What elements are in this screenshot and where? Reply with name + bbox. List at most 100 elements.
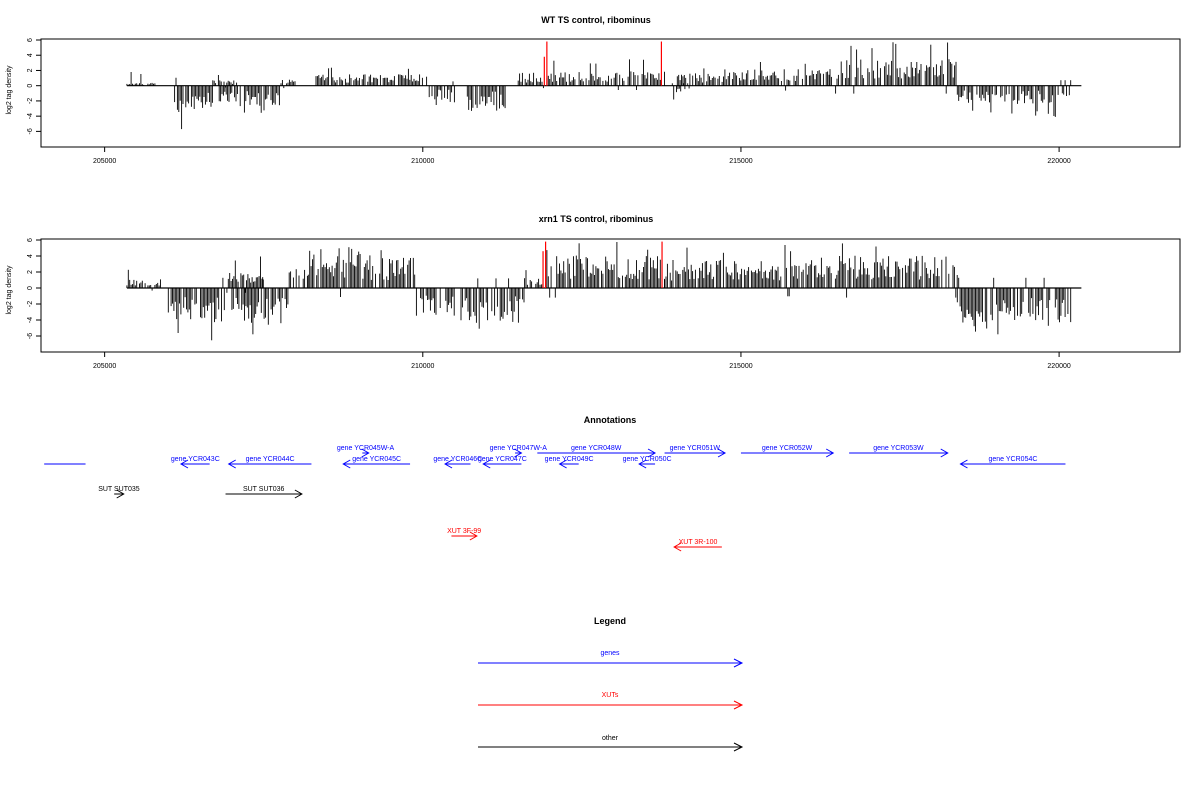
annotation-arrowhead — [294, 489, 303, 499]
xrn1-track-bars — [126, 241, 1082, 341]
xrn1-track-ylabel: log2 tag density — [6, 265, 13, 315]
annotation-arrowhead — [514, 448, 523, 458]
annotation-label: gene YCR043C — [171, 456, 220, 463]
xrn1-xtick-label: 215000 — [729, 363, 752, 370]
xrn1-xtick-label: 205000 — [93, 363, 116, 370]
annotation-arrowhead — [673, 542, 682, 552]
annotation-feature: gene YCR047C — [478, 456, 527, 469]
annotation-arrowhead — [558, 459, 567, 469]
annotation-arrowhead — [825, 448, 835, 458]
wt-ytick-label: 0 — [27, 84, 34, 88]
annotation-label: SUT SUT035 — [98, 486, 140, 493]
annotation-feature: gene YCR046C — [433, 456, 482, 469]
wt-track-ylabel: log2 tag density — [6, 65, 13, 115]
wt-track-panel: WT TS control, ribominus log2 tag densit… — [6, 15, 1181, 165]
annotation-label: gene YCR046C — [433, 456, 482, 463]
annotation-feature: gene YCR044C — [227, 456, 312, 469]
xrn1-xtick-label: 210000 — [411, 363, 434, 370]
xrn1-ytick-label: 4 — [27, 254, 34, 258]
annotation-arrowhead — [482, 459, 491, 469]
annotation-feature: gene YCR052W — [740, 445, 835, 458]
annotations-panel: Annotations gene YCR043C gene YCR044Cgene… — [44, 415, 1066, 552]
legend: Legend genes XUTs other — [478, 616, 744, 752]
legend-title: Legend — [594, 616, 626, 626]
annotation-feature: gene YCR050C — [623, 456, 672, 469]
annotation-label: SUT SUT036 — [243, 486, 285, 493]
legend-arrowhead-other — [733, 742, 744, 752]
xrn1-track-frame — [40, 238, 1181, 353]
annotation-feature: gene YCR043C — [171, 456, 220, 469]
wt-ytick-label: 4 — [27, 53, 34, 57]
xrn1-ytick-label: -4 — [27, 317, 34, 323]
wt-ytick-label: -6 — [27, 128, 34, 134]
wt-track-title: WT TS control, ribominus — [541, 15, 651, 25]
annotation-feature: gene YCR051W — [664, 445, 727, 458]
annotation-feature: XUT 3F-99 — [447, 528, 481, 541]
annotation-feature: SUT SUT036 — [225, 486, 303, 499]
annotation-label: gene YCR049C — [545, 456, 594, 463]
wt-xtick-label: 215000 — [729, 158, 752, 165]
annotation-arrowhead — [717, 448, 727, 458]
xrn1-ytick-label: -2 — [27, 301, 34, 307]
wt-ytick-label: 2 — [27, 68, 34, 72]
annotation-feature: gene YCR053W — [849, 445, 949, 458]
annotation-feature: XUT 3R-100 — [673, 539, 722, 552]
annotation-feature: gene YCR045W-A — [337, 445, 395, 458]
annotation-label: gene YCR052W — [762, 445, 813, 452]
annotation-arrowhead — [361, 448, 370, 458]
annotations-title: Annotations — [584, 415, 637, 425]
annotation-label: gene YCR045W-A — [337, 445, 395, 452]
annotation-arrowhead — [959, 459, 968, 469]
annotation-arrowhead — [940, 448, 949, 458]
annotation-feature: gene YCR054C — [959, 456, 1066, 469]
annotation-features: gene YCR043C gene YCR044C gene YCR045W-A ge… — [44, 445, 1066, 552]
xrn1-ytick-label: -6 — [27, 333, 34, 339]
wt-ytick-label: 6 — [27, 38, 34, 42]
wt-track-bars — [126, 41, 1082, 130]
legend-label-xuts: XUTs — [602, 692, 619, 699]
annotation-label: gene YCR047C — [478, 456, 527, 463]
xrn1-ytick-label: 6 — [27, 238, 34, 242]
wt-ytick-label: -4 — [27, 113, 34, 119]
annotation-arrowhead — [647, 448, 657, 458]
legend-label-genes: genes — [600, 650, 620, 657]
annotation-feature: gene YCR047W-A — [490, 445, 548, 458]
annotation-label: gene YCR050C — [623, 456, 672, 463]
xrn1-xtick-label: 220000 — [1047, 363, 1070, 370]
xrn1-ytick-label: 2 — [27, 270, 34, 274]
annotation-arrowhead — [227, 459, 236, 469]
annotation-label: gene YCR048W — [571, 445, 622, 452]
xrn1-ytick-label: 0 — [27, 286, 34, 290]
annotation-label: gene YCR053W — [873, 445, 924, 452]
wt-xtick-label: 205000 — [93, 158, 116, 165]
annotation-feature: SUT SUT035 — [98, 486, 140, 499]
annotation-label: gene YCR045C — [352, 456, 401, 463]
xrn1-track-title: xrn1 TS control, ribominus — [539, 214, 654, 224]
annotation-feature: gene YCR048W — [537, 445, 657, 458]
annotation-label: XUT 3R-100 — [679, 539, 718, 546]
xrn1-track-panel: xrn1 TS control, ribominus log2 tag dens… — [6, 214, 1181, 370]
annotation-arrowhead — [638, 459, 647, 469]
annotation-arrowhead — [444, 459, 453, 469]
annotation-label: gene YCR047W-A — [490, 445, 548, 452]
annotation-arrowhead — [342, 459, 351, 469]
wt-track-axes: -6 -4 -2 0 2 4 6 205000 210000 215000 220000 — [27, 38, 1071, 165]
wt-xtick-label: 220000 — [1047, 158, 1070, 165]
annotation-arrowhead — [179, 459, 189, 469]
annotation-label: XUT 3F-99 — [447, 528, 481, 535]
annotation-arrowhead — [469, 531, 478, 541]
annotation-feature: gene YCR045C — [342, 456, 411, 469]
wt-ytick-label: -2 — [27, 98, 34, 104]
annotation-arrowhead — [116, 489, 125, 499]
annotation-label: gene YCR044C — [246, 456, 295, 463]
legend-arrowhead-genes — [733, 658, 744, 668]
annotation-label: gene YCR051W — [670, 445, 721, 452]
legend-label-other: other — [602, 735, 619, 742]
xrn1-track-axes: -6 -4 -2 0 2 4 6 205000 210000 215000 220000 — [27, 238, 1071, 370]
annotation-label: gene YCR054C — [989, 456, 1038, 463]
wt-xtick-label: 210000 — [411, 158, 434, 165]
wt-track-frame — [40, 38, 1181, 148]
annotation-feature: gene YCR049C — [545, 456, 594, 469]
legend-arrowhead-xuts — [733, 700, 744, 710]
